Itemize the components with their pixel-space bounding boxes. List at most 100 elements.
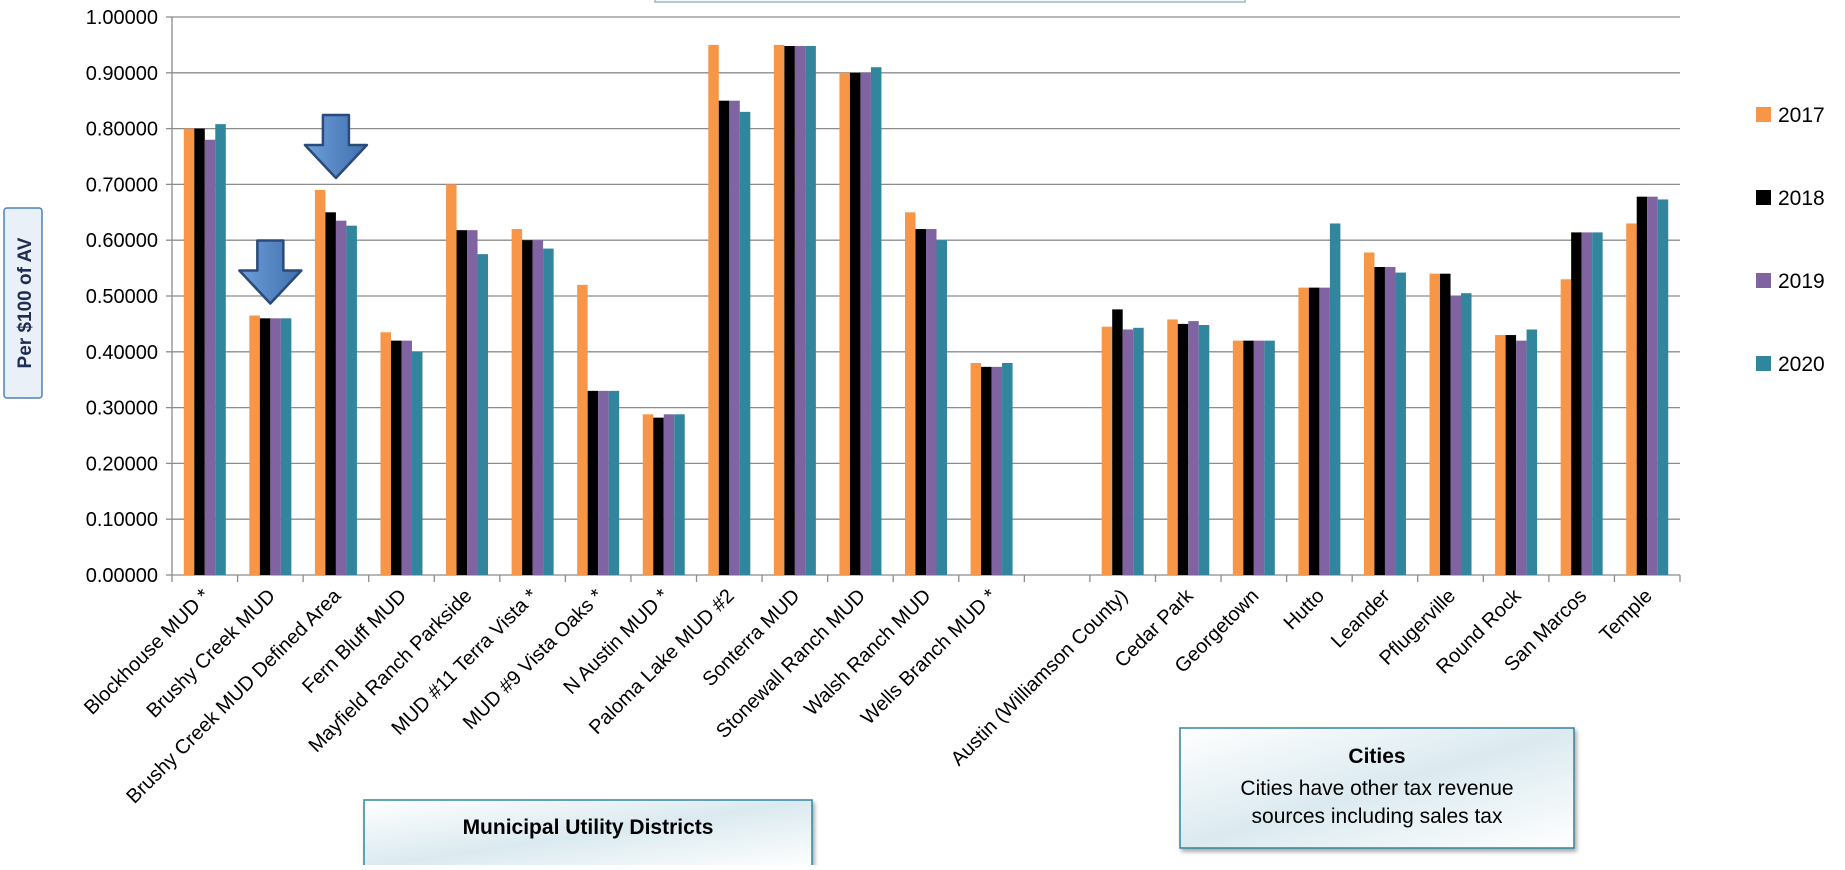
bar-stonewall-ranch-mud-2020 [870,67,882,575]
bar-leander-2018 [1374,266,1385,575]
bar-sonterra-mud-2018 [784,46,795,576]
bar-hutto-2018 [1308,287,1320,575]
bar-pflugerville-2020 [1461,293,1472,575]
y-tick-labels: 0.00000 0.10000 0.20000 0.30000 0.40000 0.500… [86,7,158,587]
y-axis-label: Per $100 of AV [15,237,36,368]
bar-mayfield-ranch-parkside-2017 [446,184,457,575]
legend-label-2019: 2019 [1778,270,1825,293]
bar-sonterra-mud-2019 [794,46,806,576]
down-arrow-icon [238,239,303,305]
bar-n-austin-mud-2017 [642,414,654,575]
bar-mud-9-vista-oaks-2020 [608,390,620,575]
bar-cedar-park-2018 [1177,323,1189,575]
bar-mud-9-vista-oaks-2017 [577,284,588,575]
bar-hutto-2020 [1329,223,1341,575]
bar-temple-2017 [1626,223,1637,575]
bar-brushy-creek-mud-defined-area-2019 [335,220,347,576]
bar-hutto-2017 [1298,287,1309,575]
y-tick-label: 0.70000 [86,174,158,196]
x-tick-label-blockhouse-mud: Blockhouse MUD * [80,585,214,719]
y-tick-label: 0.30000 [86,398,158,420]
group-box-cities-text: Cities have other tax revenue sources inc… [1240,777,1513,828]
bar-leander-2017 [1363,252,1375,575]
bar-fern-bluff-mud-2020 [411,351,423,575]
bar-san-marcos-2017 [1560,279,1572,575]
bar-round-rock-2020 [1526,329,1538,575]
bar-georgetown-2020 [1264,340,1275,575]
bar-stonewall-ranch-mud-2017 [839,72,850,576]
bar-fern-bluff-mud-2017 [380,332,391,575]
down-arrow-icon [303,113,369,180]
bar-round-rock-2018 [1505,335,1517,575]
bar-temple-2020 [1657,199,1669,575]
bar-mayfield-ranch-parkside-2020 [477,254,489,575]
bar-wells-branch-mud-2017 [970,362,982,575]
bar-san-marcos-2020 [1592,232,1603,575]
bar-pflugerville-2018 [1440,273,1451,575]
bar-paloma-lake-mud-2-2020 [739,111,751,576]
legend-label-2018: 2018 [1778,187,1825,210]
x-tick-label-hutto: Hutto [1280,585,1329,634]
bar-fern-bluff-mud-2019 [401,340,412,575]
group-box-mud-title: Municipal Utility Districts [463,816,714,839]
y-tick-label: 1.00000 [86,7,158,29]
bar-temple-2019 [1647,196,1658,575]
bar-blockhouse-mud-2020 [215,124,226,576]
bar-mud-9-vista-oaks-2018 [587,390,599,575]
bar-n-austin-mud-2019 [663,414,675,575]
legend-label-2020: 2020 [1778,353,1825,376]
group-box-cities [1179,727,1575,849]
bar-brushy-creek-mud-2020 [280,318,292,575]
bar-brushy-creek-mud-2019 [270,318,281,575]
bar-mud-11-terra-vista-2018 [522,240,533,575]
bars [183,44,1669,576]
bar-leander-2019 [1384,266,1396,575]
bar-brushy-creek-mud-2017 [249,315,260,575]
bar-san-marcos-2019 [1581,232,1593,575]
x-tick-label-temple: Temple [1596,585,1657,646]
bar-georgetown-2018 [1243,340,1254,575]
bar-mud-9-vista-oaks-2019 [598,390,609,575]
y-tick-label: 0.90000 [86,63,158,85]
legend-label-2017: 2017 [1778,104,1825,127]
bar-blockhouse-mud-2017 [183,128,195,575]
bar-walsh-ranch-mud-2017 [905,212,916,576]
bar-cedar-park-2017 [1167,319,1178,575]
bar-cedar-park-2020 [1198,325,1210,575]
y-tick-label: 0.20000 [86,453,158,475]
bar-austin-williamson-county-2018 [1112,309,1123,575]
bar-austin-williamson-county-2019 [1122,329,1134,575]
x-tick-label-brushy-creek-mud: Brushy Creek MUD [143,585,280,722]
legend-swatch-2017 [1756,107,1771,122]
bar-pflugerville-2017 [1429,273,1441,575]
bar-mud-11-terra-vista-2017 [511,229,523,576]
bar-walsh-ranch-mud-2020 [936,240,947,575]
bar-wells-branch-mud-2018 [981,366,992,575]
bar-brushy-creek-mud-2018 [259,318,271,575]
bar-paloma-lake-mud-2-2019 [729,100,740,575]
bar-brushy-creek-mud-defined-area-2017 [314,189,326,576]
bar-paloma-lake-mud-2-2017 [708,44,719,575]
annotation-arrows [238,113,369,305]
bar-pflugerville-2019 [1450,296,1462,575]
y-axis-label-box: Per $100 of AV [3,207,43,399]
bar-walsh-ranch-mud-2019 [926,229,937,576]
bar-wells-branch-mud-2020 [1002,362,1013,575]
y-tick-label: 0.40000 [86,342,158,364]
bar-austin-williamson-county-2020 [1133,327,1144,575]
bar-blockhouse-mud-2018 [194,128,205,575]
x-tick-label-walsh-ranch-mud: Walsh Ranch MUD [800,585,935,720]
group-box-mud [363,799,813,869]
bar-sonterra-mud-2017 [773,44,785,575]
bar-sonterra-mud-2020 [805,46,816,576]
bar-wells-branch-mud-2019 [991,366,1003,575]
bar-mayfield-ranch-parkside-2018 [456,230,468,575]
bar-brushy-creek-mud-defined-area-2018 [325,212,336,576]
bar-cedar-park-2019 [1188,321,1199,575]
bar-blockhouse-mud-2019 [204,139,216,575]
bar-mud-11-terra-vista-2019 [532,240,544,575]
y-tick-label: 0.80000 [86,119,158,141]
bar-temple-2018 [1636,196,1648,575]
bar-walsh-ranch-mud-2018 [915,229,926,576]
